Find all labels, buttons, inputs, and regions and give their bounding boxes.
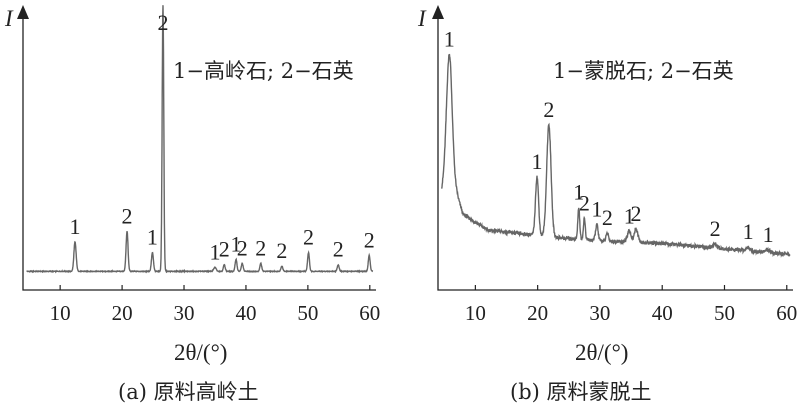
panel-a-x-label: 2θ/(°) [174,340,227,365]
panel-b-axes [437,8,793,291]
peak-label: 2 [364,227,375,252]
x-tick-label: 20 [112,301,133,325]
peak-label: 2 [276,238,287,263]
peak-label: 2 [255,235,266,260]
panel-b-x-ticks [474,285,788,290]
peak-label: 1 [591,197,602,222]
panel-a-legend: 1−高岭石; 2−石英 [173,59,354,83]
panel-a-y-arrow [17,5,29,19]
panel-b-caption: (b) 原料蒙脱土 [510,380,652,404]
peak-label: 2 [543,97,554,122]
panel-a-y-label: I [4,6,14,31]
peak-label: 2 [237,235,248,260]
peak-label: 1 [743,219,754,244]
panel-b-xrd-line [441,53,791,258]
x-tick-label: 10 [465,301,486,325]
panel-b-legend: 1−蒙脱石; 2−石英 [553,59,734,83]
peak-label: 2 [333,237,344,262]
peak-label: 1 [231,231,242,256]
x-tick-label: 10 [50,301,71,325]
peak-label: 2 [631,201,642,226]
panel-b-y-label: I [417,6,427,31]
peak-label: 1 [147,225,158,250]
panel-a-x-tick-labels: 10 20 30 40 50 60 [50,301,381,325]
peak-label: 1 [70,214,81,239]
peak-label: 2 [303,225,314,250]
x-tick-label: 30 [174,301,195,325]
peak-label: 1 [763,222,774,247]
peak-label: 2 [579,190,590,215]
peak-label: 1 [209,239,220,264]
panel-a-axes [22,8,376,291]
x-tick-label: 50 [297,301,318,325]
peak-label: 2 [219,237,230,262]
peak-label: 2 [710,216,721,241]
peak-label: 2 [602,205,613,230]
x-tick-label: 20 [527,301,548,325]
panel-a-caption: (a) 原料高岭土 [118,380,259,404]
peak-label: 1 [444,27,455,52]
peak-label: 2 [122,203,133,228]
x-tick-label: 30 [589,301,610,325]
peak-label: 1 [532,149,543,174]
x-tick-label: 40 [652,301,673,325]
panel-a-xrd-line [26,5,374,274]
panel-a-x-ticks [59,285,371,290]
x-tick-label: 50 [714,301,735,325]
x-tick-label: 60 [359,301,380,325]
x-tick-label: 60 [776,301,797,325]
panel-b-x-label: 2θ/(°) [575,340,628,365]
peak-label: 1 [573,179,584,204]
panel-b-x-tick-labels: 10 20 30 40 50 60 [465,301,797,325]
peak-label: 2 [157,10,168,35]
x-tick-label: 40 [235,301,256,325]
panel-b-y-arrow [432,5,444,19]
peak-label: 1 [624,203,635,228]
